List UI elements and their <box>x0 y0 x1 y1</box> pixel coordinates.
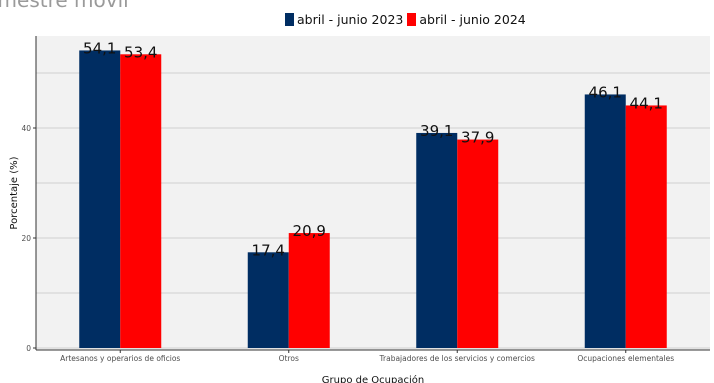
bar-2024 <box>288 233 330 348</box>
legend-label-2023: abril - junio 2023 <box>297 12 404 27</box>
y-axis-title: Porcentaje (%) <box>9 156 20 229</box>
bars <box>79 50 667 349</box>
legend-label-2024: abril - junio 2024 <box>419 12 526 27</box>
bar-2023 <box>416 132 458 348</box>
bar-value-label: 46,1 <box>589 83 622 101</box>
x-tick-label: Trabajadores de los servicios y comercio… <box>379 354 535 363</box>
bar-2023 <box>79 50 121 348</box>
chart-title-fragment: imestre móvil <box>0 0 129 12</box>
bar-2023 <box>584 94 626 348</box>
bar-2024 <box>625 105 667 348</box>
x-tick-label: Artesanos y operarios de oficios <box>60 354 180 363</box>
data-labels: 54,1 53,4 17,4 20,9 39,1 37,9 46,1 44,1 <box>83 39 663 259</box>
bar-2024 <box>120 54 162 349</box>
legend-swatch-2024 <box>407 13 417 26</box>
bar-value-label: 44,1 <box>630 94 663 112</box>
legend-item-2023: abril - junio 2023 <box>285 12 403 27</box>
axes: 0 20 40 Artesanos y operarios de oficios Otr… <box>21 36 710 363</box>
legend-swatch-2023 <box>285 13 294 26</box>
x-tick-label: Ocupaciones elementales <box>577 354 674 363</box>
bar-value-label: 20,9 <box>293 222 326 240</box>
chart-legend: abril - junio 2023 abril - junio 2024 <box>285 12 530 27</box>
bar-value-label: 53,4 <box>124 43 157 61</box>
bar-value-label: 17,4 <box>252 241 285 259</box>
x-axis-title: Grupo de Ocupación <box>322 374 424 383</box>
y-tick-label: 40 <box>21 124 31 133</box>
bar-value-label: 39,1 <box>420 122 453 140</box>
y-tick-label: 0 <box>26 344 31 353</box>
bar-value-label: 37,9 <box>461 129 494 147</box>
bar-value-label: 54,1 <box>83 39 116 57</box>
y-tick-label: 20 <box>21 234 31 243</box>
bar-2023 <box>247 252 289 348</box>
bar-2024 <box>457 139 499 348</box>
legend-item-2024: abril - junio 2024 <box>407 12 526 27</box>
x-tick-label: Otros <box>279 354 299 363</box>
